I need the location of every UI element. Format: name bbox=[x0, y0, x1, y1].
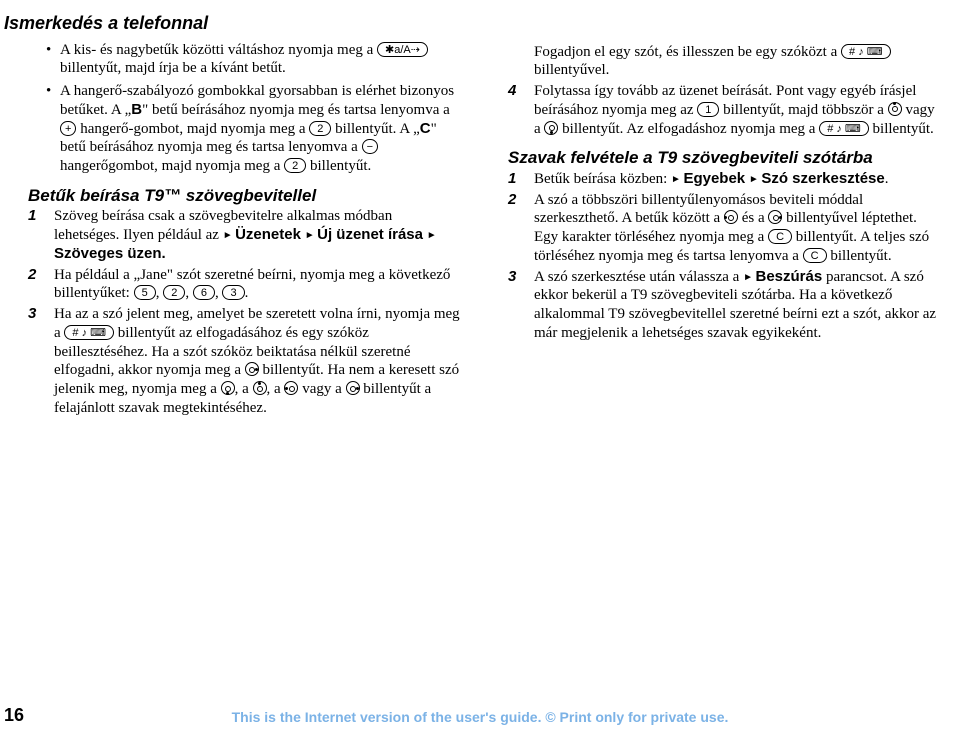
text: és a bbox=[742, 210, 769, 226]
text: vagy a bbox=[298, 381, 345, 397]
text: hangerő-gombot, majd nyomja meg a bbox=[80, 121, 309, 137]
text: billentyűt, majd írja be a kívánt betűt. bbox=[60, 60, 286, 76]
key-c: C bbox=[768, 229, 792, 244]
text: Ha például a „Jane" szót szeretné beírni… bbox=[54, 267, 450, 302]
hash-key: # ♪ ⌨ bbox=[819, 121, 869, 136]
nav-right-icon bbox=[346, 381, 360, 395]
key-2: 2 bbox=[309, 121, 331, 136]
key-6: 6 bbox=[193, 285, 215, 300]
menu-path: Beszúrás bbox=[743, 269, 822, 285]
bullet-item: • A kis- és nagybetűk közötti váltáshoz … bbox=[46, 41, 460, 79]
nav-up-icon bbox=[888, 102, 902, 116]
text: billentyűt. bbox=[873, 121, 934, 137]
text: billentyűt. bbox=[830, 248, 891, 264]
section-heading: Szavak felvétele a T9 szövegbeviteli szó… bbox=[508, 148, 940, 168]
menu-path: Üzenetek bbox=[223, 227, 301, 243]
text: A szó szerkesztése után válassza a bbox=[534, 269, 743, 285]
menu-path: Egyebek bbox=[671, 171, 745, 187]
nav-down-icon bbox=[221, 381, 235, 395]
volume-minus-key: − bbox=[362, 139, 378, 154]
list-item: 4 Folytassa így tovább az üzenet beírásá… bbox=[508, 82, 940, 138]
footer: 16 This is the Internet version of the u… bbox=[0, 704, 960, 727]
right-column: Fogadjon el egy szót, és illesszen be eg… bbox=[508, 41, 940, 418]
text: , a bbox=[235, 381, 253, 397]
nav-down-icon bbox=[544, 121, 558, 135]
list-item: Fogadjon el egy szót, és illesszen be eg… bbox=[508, 43, 940, 81]
bullet-item: • A hangerő-szabályozó gombokkal gyorsab… bbox=[46, 82, 460, 176]
text: Betűk beírása közben: bbox=[534, 171, 671, 187]
text: billentyűt. A „ bbox=[335, 121, 420, 137]
nav-left-icon bbox=[724, 210, 738, 224]
key-c: C bbox=[803, 248, 827, 263]
hash-key: # ♪ ⌨ bbox=[841, 44, 891, 59]
nav-up-icon bbox=[253, 381, 267, 395]
key-1: 1 bbox=[697, 102, 719, 117]
list-item: 3 A szó szerkesztése után válassza a Bes… bbox=[508, 268, 940, 343]
key-2: 2 bbox=[163, 285, 185, 300]
list-item: 1 Szöveg beírása csak a szövegbevitelre … bbox=[28, 207, 460, 263]
key-2: 2 bbox=[284, 158, 306, 173]
footer-text: This is the Internet version of the user… bbox=[56, 709, 904, 727]
text: billentyűvel. bbox=[534, 62, 609, 78]
text: billentyűt. Az elfogadáshoz nyomja meg a bbox=[562, 121, 819, 137]
text: Fogadjon el egy szót, és illesszen be eg… bbox=[534, 44, 841, 60]
hash-key: # ♪ ⌨ bbox=[64, 325, 114, 340]
section-heading: Betűk beírása T9™ szövegbevitellel bbox=[28, 186, 460, 206]
volume-plus-key: + bbox=[60, 121, 76, 136]
text: " betű beírásához nyomja meg és tartsa l… bbox=[142, 102, 450, 118]
list-item: 2 Ha például a „Jane" szót szeretné beír… bbox=[28, 266, 460, 304]
menu-path: Szó szerkesztése bbox=[749, 171, 885, 187]
content-columns: • A kis- és nagybetűk közötti váltáshoz … bbox=[0, 41, 940, 418]
list-item: 3 Ha az a szó jelent meg, amelyet be sze… bbox=[28, 305, 460, 418]
page-number: 16 bbox=[0, 704, 56, 727]
left-column: • A kis- és nagybetűk közötti váltáshoz … bbox=[28, 41, 460, 418]
text: hangerőgombot, majd nyomja meg a bbox=[60, 158, 284, 174]
nav-left-icon bbox=[284, 381, 298, 395]
text: A kis- és nagybetűk közötti váltáshoz ny… bbox=[60, 42, 377, 58]
list-item: 2 A szó a többszöri billentyűlenyomásos … bbox=[508, 191, 940, 266]
page-title: Ismerkedés a telefonnal bbox=[4, 12, 940, 35]
star-key: ✱a/A⇢ bbox=[377, 42, 428, 57]
text: billentyűt. bbox=[310, 158, 371, 174]
text: , a bbox=[267, 381, 285, 397]
text: billentyűt, majd többször a bbox=[723, 102, 888, 118]
nav-right-icon bbox=[245, 362, 259, 376]
key-5: 5 bbox=[134, 285, 156, 300]
list-item: 1 Betűk beírása közben: Egyebek Szó szer… bbox=[508, 170, 940, 189]
menu-path: Új üzenet írása bbox=[305, 227, 423, 243]
nav-right-icon bbox=[768, 210, 782, 224]
letter-b: B bbox=[131, 101, 142, 118]
key-3: 3 bbox=[222, 285, 244, 300]
letter-c: C bbox=[420, 120, 431, 137]
